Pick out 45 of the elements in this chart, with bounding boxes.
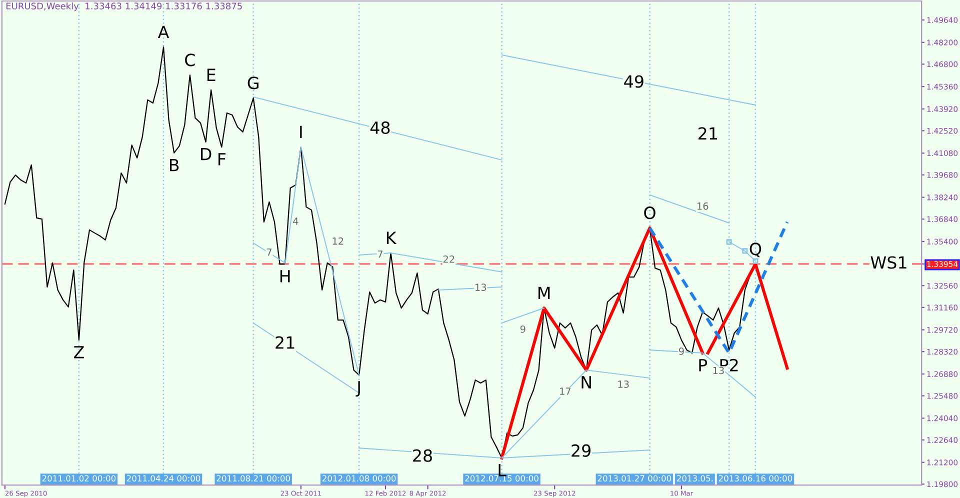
annotation: F <box>218 153 226 166</box>
ref-line-label: 2013.01.27 00:00 <box>598 475 672 482</box>
annotation: G <box>248 76 258 90</box>
annotation: I <box>300 126 302 138</box>
annotation: Z <box>74 346 84 358</box>
annotation: M <box>538 286 550 300</box>
annotation: H <box>280 270 290 282</box>
annotation: 12 <box>332 237 344 245</box>
annotation: Q <box>750 242 762 258</box>
annotation: B <box>170 159 179 172</box>
annotation: 7 <box>378 250 382 258</box>
annotation: N <box>582 376 591 388</box>
annotation: 7 <box>266 248 272 256</box>
annotation: 9 <box>679 348 684 355</box>
annotation: L <box>498 464 506 476</box>
annotation: O <box>644 206 656 220</box>
annotation: 9 <box>520 325 526 333</box>
annotation: 4 <box>293 218 298 225</box>
annotation: P <box>699 359 708 372</box>
annotation: 21 <box>698 127 717 140</box>
chart-title: EURUSD,Weekly 1.33463 1.34149 1.33176 1.33875 <box>6 2 242 12</box>
annotation: 13 <box>618 380 629 388</box>
ref-line-label: 2013.06.16 00:00 <box>718 475 792 482</box>
annotation: 48 <box>370 121 390 134</box>
ref-line-label: WS1 <box>870 256 906 269</box>
ref-line-label: 2012.07.15 00:00 <box>465 475 538 482</box>
annotation: 22 <box>443 255 454 263</box>
annotation: D <box>201 148 212 160</box>
annotation: A <box>158 26 170 38</box>
annotation: 17 <box>560 388 571 395</box>
ref-line-label: 2011.04.24 00:00 <box>126 475 200 482</box>
annotation: K <box>386 232 397 244</box>
annotation: E <box>207 68 216 81</box>
annotation: 29 <box>572 444 590 457</box>
ref-line-label: 2013.05. <box>676 475 713 482</box>
annotation: 28 <box>413 449 432 462</box>
annotation: C <box>185 54 195 66</box>
annotation: J <box>356 381 360 397</box>
annotation: 49 <box>624 75 644 88</box>
annotation: 16 <box>698 202 708 210</box>
ref-line-label: 2011.01.02 00:00 <box>42 475 116 482</box>
ref-line-label: 2011.08.21 00:00 <box>216 475 290 482</box>
annotation: 21 <box>276 336 294 349</box>
annotation: 13 <box>476 284 486 291</box>
ref-line-label: 2012.01.08 00:00 <box>322 475 396 482</box>
